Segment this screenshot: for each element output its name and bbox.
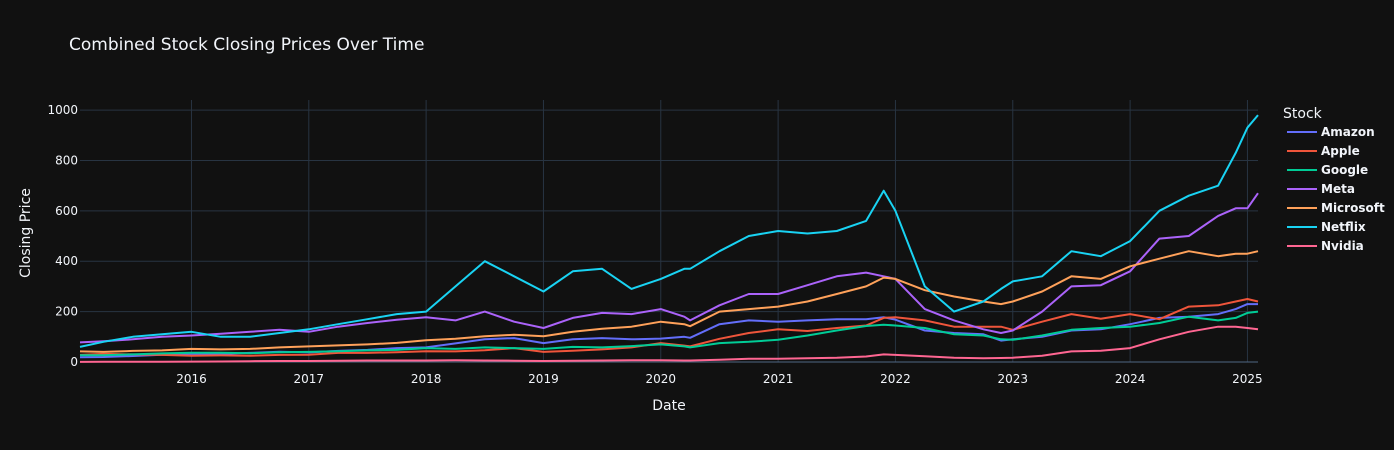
- x-tick-label: 2016: [176, 372, 207, 386]
- legend-item-microsoft[interactable]: Microsoft: [1287, 201, 1385, 215]
- legend[interactable]: Stock Amazon Apple Google Meta Microsoft Netf…: [1283, 106, 1385, 253]
- x-tick-label: 2018: [411, 372, 442, 386]
- y-tick-label: 800: [55, 153, 78, 167]
- series-line-meta[interactable]: [79, 192, 1259, 344]
- series-lines[interactable]: [79, 114, 1259, 363]
- legend-item-amazon[interactable]: Amazon: [1287, 125, 1375, 139]
- legend-label: Apple: [1321, 144, 1360, 158]
- x-tick-label: 2020: [646, 372, 677, 386]
- legend-label: Meta: [1321, 182, 1355, 196]
- series-line-nvidia[interactable]: [79, 325, 1259, 363]
- axis-ticks: 2016 2017 2018 2019 2020 2021 2022 2023 2024 2025…: [47, 103, 1262, 386]
- y-tick-label: 1000: [47, 103, 78, 117]
- x-tick-label: 2025: [1232, 372, 1263, 386]
- series-line-apple[interactable]: [79, 298, 1259, 357]
- legend-item-netflix[interactable]: Netflix: [1287, 220, 1366, 234]
- x-tick-label: 2019: [528, 372, 559, 386]
- legend-label: Google: [1321, 163, 1368, 177]
- y-tick-label: 600: [55, 204, 78, 218]
- x-tick-label: 2024: [1115, 372, 1146, 386]
- legend-item-google[interactable]: Google: [1287, 163, 1368, 177]
- x-axis-title: Date: [652, 398, 685, 414]
- series-line-netflix[interactable]: [79, 114, 1259, 348]
- chart-title: Combined Stock Closing Prices Over Time: [69, 35, 424, 55]
- legend-label: Netflix: [1321, 220, 1366, 234]
- y-tick-label: 0: [70, 355, 78, 369]
- legend-label: Nvidia: [1321, 239, 1364, 253]
- y-axis-title: Closing Price: [18, 188, 34, 278]
- y-tick-label: 200: [55, 305, 78, 319]
- x-tick-label: 2022: [880, 372, 911, 386]
- legend-item-meta[interactable]: Meta: [1287, 182, 1355, 196]
- legend-label: Microsoft: [1321, 201, 1385, 215]
- legend-item-nvidia[interactable]: Nvidia: [1287, 239, 1364, 253]
- y-tick-label: 400: [55, 254, 78, 268]
- legend-item-apple[interactable]: Apple: [1287, 144, 1360, 158]
- x-tick-label: 2021: [763, 372, 794, 386]
- legend-title: Stock: [1283, 106, 1323, 122]
- series-line-microsoft[interactable]: [79, 250, 1259, 353]
- x-tick-label: 2017: [294, 372, 325, 386]
- legend-label: Amazon: [1321, 125, 1375, 139]
- series-line-google[interactable]: [80, 310, 1259, 357]
- x-tick-label: 2023: [998, 372, 1029, 386]
